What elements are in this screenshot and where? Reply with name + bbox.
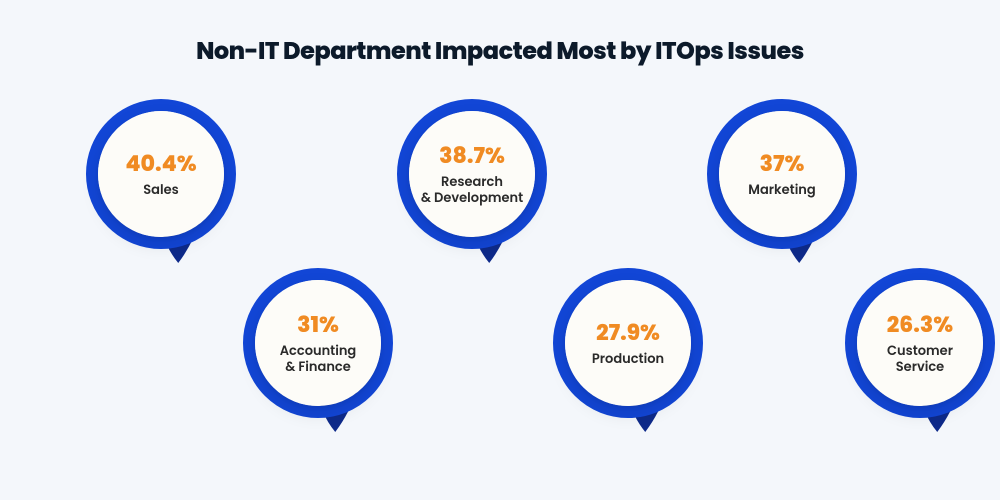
- bubble-percent: 31%: [297, 311, 339, 339]
- stat-bubble: 38.7% Research & Development: [397, 99, 547, 249]
- bubble-label: Accounting & Finance: [280, 343, 357, 376]
- bubble-inner: 37% Marketing: [719, 111, 845, 237]
- bubble-label: Customer Service: [887, 343, 953, 376]
- bubble-inner: 27.9% Production: [565, 280, 691, 406]
- bubble-inner: 40.4% Sales: [98, 111, 224, 237]
- stat-bubble: 31% Accounting & Finance: [243, 268, 393, 418]
- bubble-inner: 38.7% Research & Development: [409, 111, 535, 237]
- bubble-percent: 26.3%: [887, 311, 953, 339]
- stat-bubble: 40.4% Sales: [86, 99, 236, 249]
- bubble-percent: 37%: [760, 150, 805, 178]
- bubble-label: Marketing: [748, 182, 815, 198]
- bubble-inner: 26.3% Customer Service: [857, 280, 983, 406]
- bubble-label: Production: [592, 351, 664, 367]
- bubble-label: Research & Development: [421, 174, 523, 207]
- stat-bubble: 26.3% Customer Service: [845, 268, 995, 418]
- stat-bubble: 37% Marketing: [707, 99, 857, 249]
- bubble-percent: 38.7%: [439, 142, 505, 170]
- stat-bubble: 27.9% Production: [553, 268, 703, 418]
- bubble-inner: 31% Accounting & Finance: [255, 280, 381, 406]
- bubble-percent: 40.4%: [125, 150, 196, 178]
- bubble-label: Sales: [143, 182, 178, 198]
- bubble-percent: 27.9%: [596, 319, 660, 347]
- page-title: Non-IT Department Impacted Most by ITOps…: [0, 34, 1000, 69]
